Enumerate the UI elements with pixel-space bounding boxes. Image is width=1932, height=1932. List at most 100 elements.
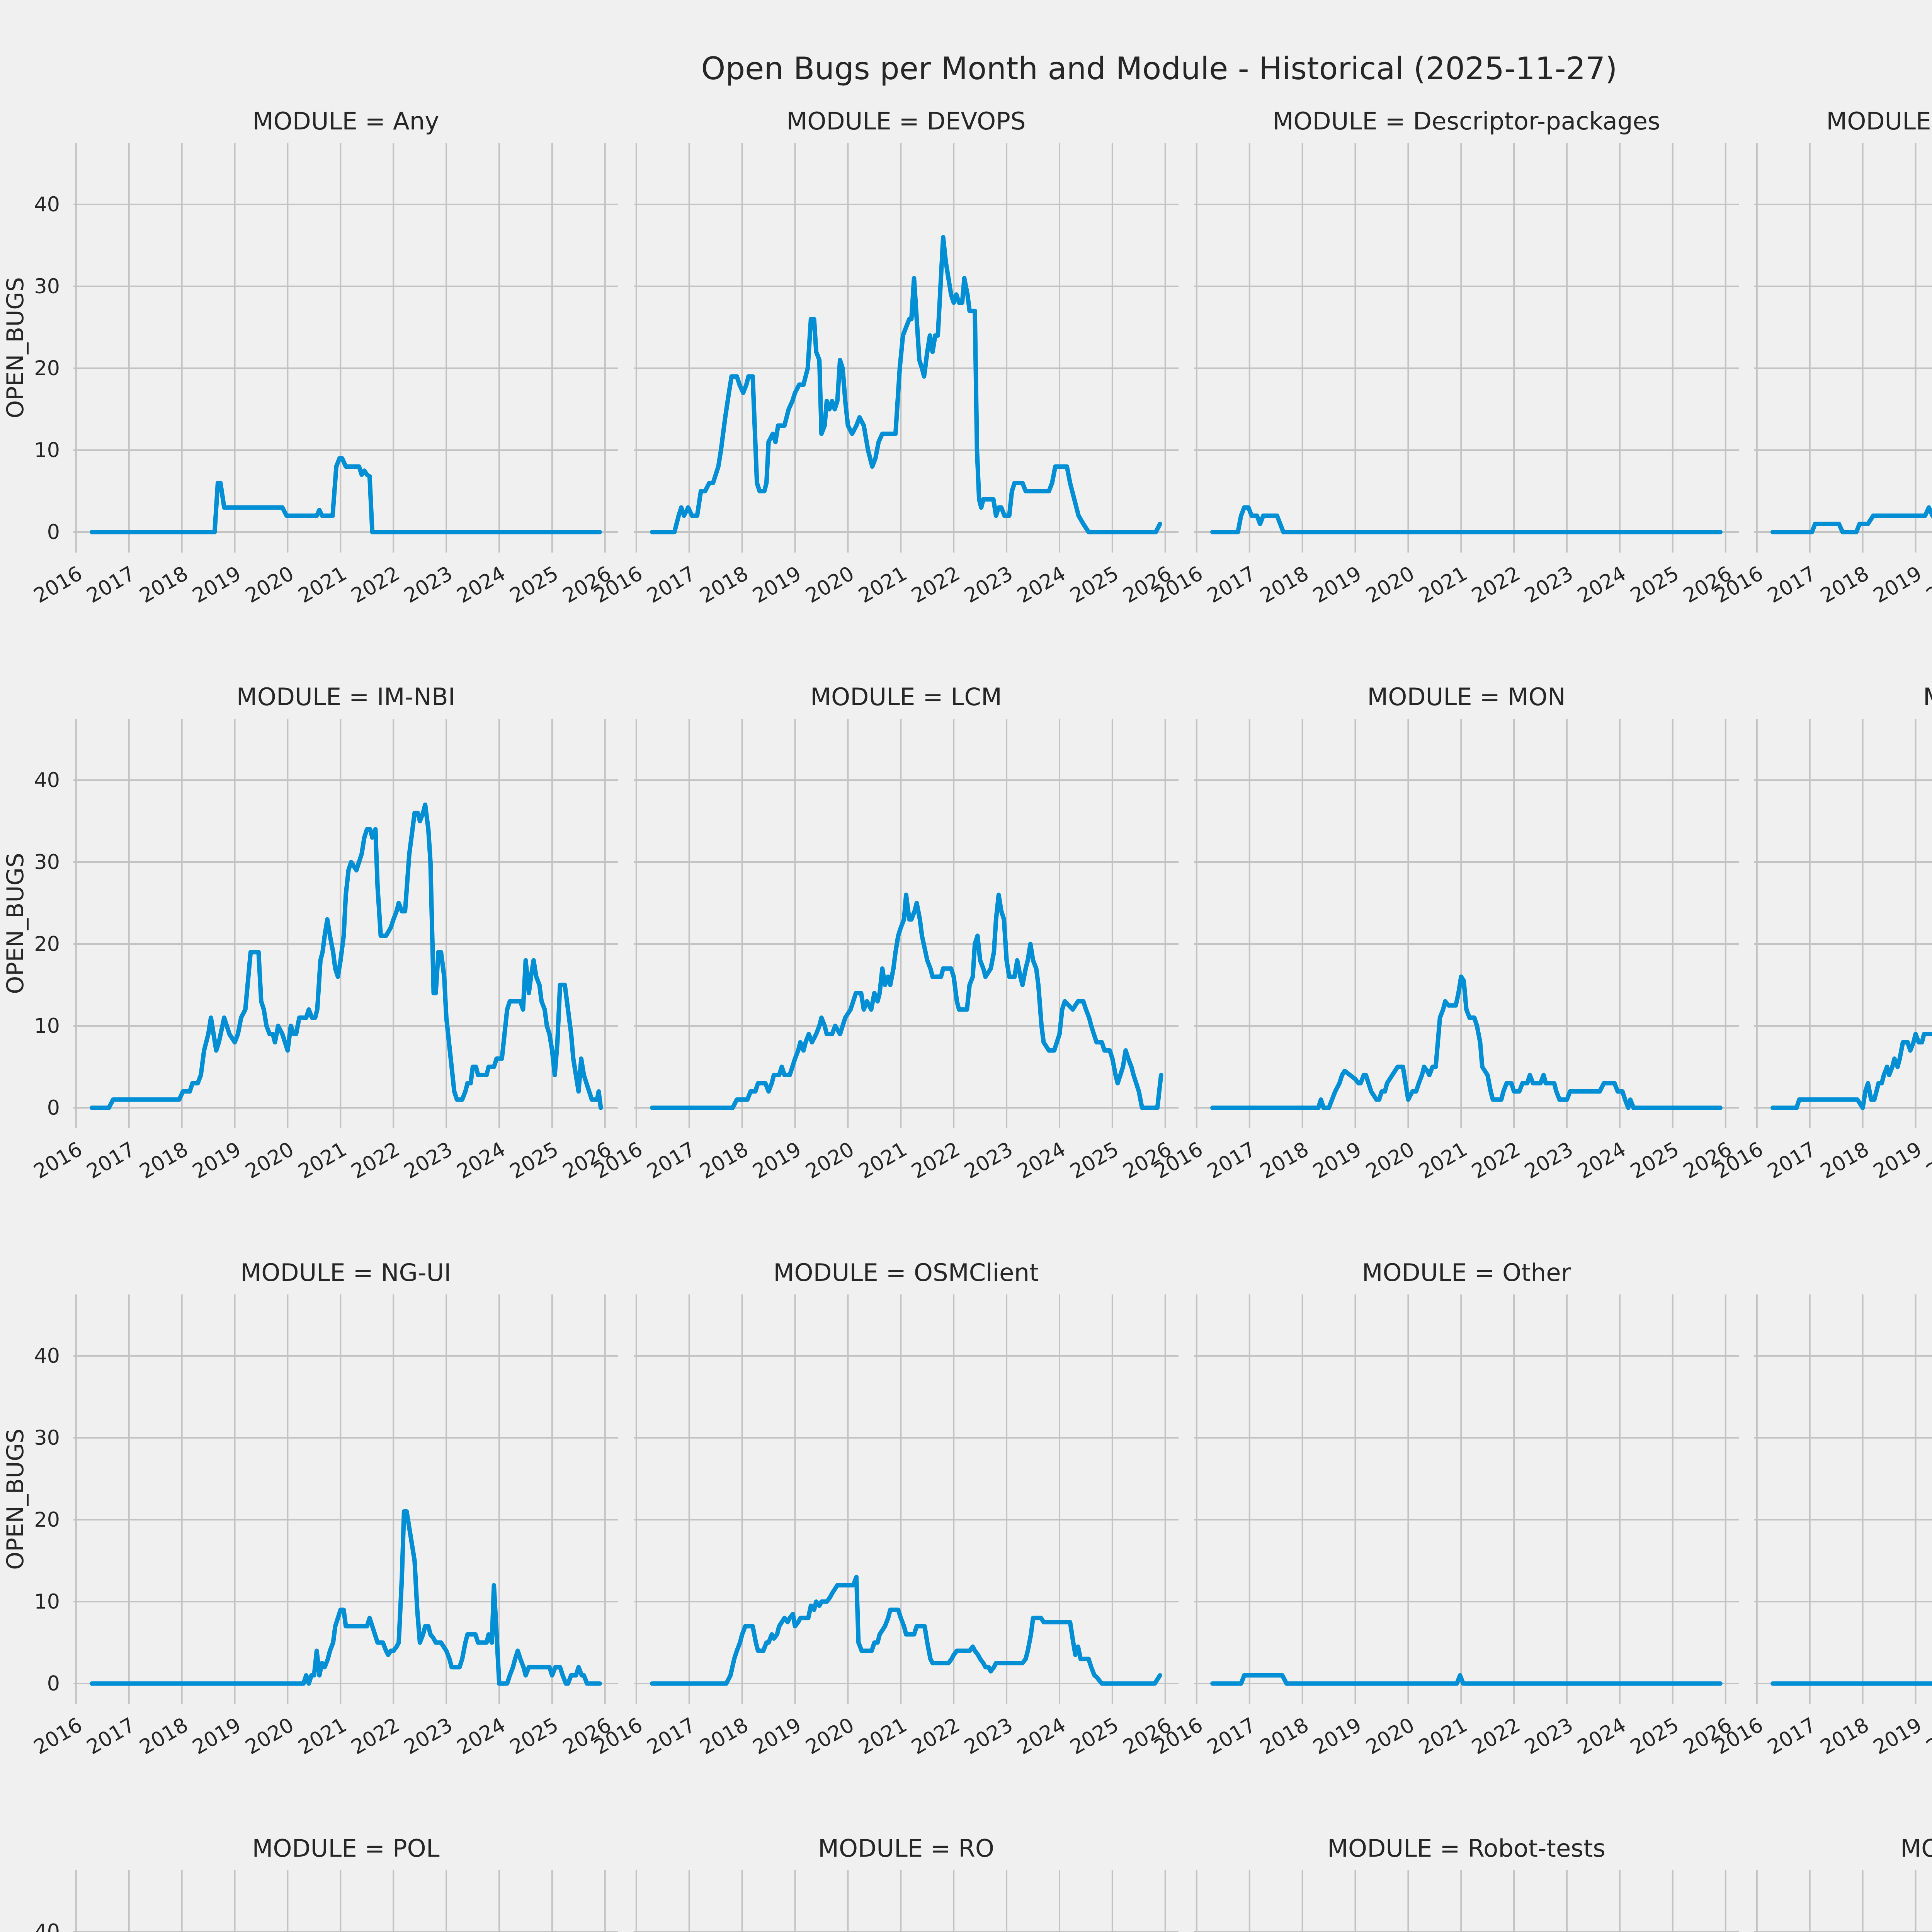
x-tick-label-2016: 2016 (30, 561, 86, 608)
x-tick-label-2020: 2020 (242, 1137, 298, 1184)
facet-other: MODULE = Other 2016 2017 2018 2019 2020 2021 20… (1150, 1259, 1739, 1812)
x-tick-label-2024: 2024 (1013, 561, 1070, 608)
y-axis-label: OPEN_BUGS (2, 853, 29, 994)
x-tick-label-2023: 2023 (960, 1713, 1017, 1759)
y-tick-label-10: 10 (34, 439, 60, 462)
facet-plot-n2vc: MODULE = N2VC201620172018201920202021202… (1711, 683, 1932, 1184)
line-series-im-nbi (90, 802, 603, 1110)
x-tick-label-2019: 2019 (189, 1137, 245, 1184)
x-tick-label-2018: 2018 (1256, 1713, 1313, 1759)
facet-robot-tests: MODULE = Robot-tests20162017201820192020… (1194, 1834, 1739, 1932)
x-tick-label-2017: 2017 (643, 1713, 699, 1759)
x-tick-label-2017: 2017 (83, 1137, 139, 1184)
facet-plot-mon: MODULE = MON2016201720182019202020212022… (1150, 683, 1739, 1184)
facet-plot-ro: MODULE = RO20162017201820192020202120222… (634, 1834, 1179, 1932)
x-tick-label-2017: 2017 (83, 561, 139, 608)
x-tick-label-2017: 2017 (643, 1137, 699, 1184)
y-tick-label-30: 30 (34, 1426, 60, 1450)
x-tick-label-2023: 2023 (960, 561, 1017, 608)
line-series-mon (1210, 975, 1723, 1110)
x-tick-label-2017: 2017 (1764, 561, 1820, 608)
x-tick-label-2018: 2018 (136, 561, 192, 608)
x-tick-label-2021: 2021 (1415, 561, 1471, 608)
x-tick-label-2018: 2018 (1256, 1137, 1313, 1184)
y-tick-label-0: 0 (47, 1672, 60, 1696)
x-tick-label-2023: 2023 (400, 1713, 456, 1759)
facet-documentation-wiki: MODULE = Documentation / Wiki20162017201… (1711, 107, 1932, 661)
x-tick-label-2020: 2020 (242, 1713, 298, 1759)
facet-title-pol: MODULE = POL (252, 1834, 439, 1862)
x-tick-label-2022: 2022 (347, 1713, 403, 1759)
line-series-osmclient (650, 1575, 1162, 1686)
facet-devops: MODULE = DEVOPS 2016 2017 2018 2019 2020 2021 2… (590, 107, 1179, 661)
facet-descriptor-packages: MODULE = Descriptor-packages 2016 2017 2018… (1150, 107, 1739, 661)
x-tick-label-2020: 2020 (1362, 1713, 1418, 1759)
facet-n2vc: MODULE = N2VC201620172018201920202021202… (1711, 683, 1932, 1236)
x-tick-label-2022: 2022 (1468, 1137, 1524, 1184)
facet-lcm: MODULE = LCM 2016 2017 2018 2019 2020 2021 2022… (590, 683, 1179, 1236)
x-tick-label-2023: 2023 (1520, 561, 1577, 608)
facet-im-nbi: MODULE = IM-NBI 2016 2017 2018 2019 2020 2021 2… (2, 683, 618, 1236)
x-tick-label-2019: 2019 (189, 561, 245, 608)
facet-title-any: MODULE = Any (253, 107, 439, 135)
x-tick-label-2022: 2022 (1468, 1713, 1524, 1759)
x-tick-label-2016: 2016 (30, 1137, 86, 1184)
facet-title-devops: MODULE = DEVOPS (786, 107, 1026, 135)
x-tick-label-2022: 2022 (1468, 561, 1524, 608)
facet-title-other: MODULE = Other (1362, 1259, 1571, 1287)
x-tick-label-2017: 2017 (1764, 1137, 1820, 1184)
x-tick-label-2025: 2025 (1066, 561, 1122, 608)
x-tick-label-2024: 2024 (453, 561, 509, 608)
y-tick-label-0: 0 (47, 1096, 60, 1120)
x-tick-label-2025: 2025 (1626, 1713, 1683, 1759)
x-tick-label-2024: 2024 (1573, 1713, 1630, 1759)
x-tick-label-2022: 2022 (347, 561, 403, 608)
y-tick-label-20: 20 (34, 932, 60, 956)
y-axis-label: OPEN_BUGS (2, 1429, 29, 1570)
x-tick-label-2025: 2025 (506, 1137, 562, 1184)
x-tick-label-2019: 2019 (749, 1137, 805, 1184)
facet-title-unknown: MODULE = Unknown (1900, 1834, 1932, 1862)
facet-title-ro: MODULE = RO (818, 1834, 994, 1862)
facet-mon: MODULE = MON 2016 2017 2018 2019 2020 2021 2022… (1150, 683, 1739, 1236)
x-tick-label-2018: 2018 (136, 1713, 192, 1759)
x-tick-label-2021: 2021 (294, 1713, 351, 1759)
y-axis-label: OPEN_BUGS (2, 277, 29, 418)
x-tick-label-2021: 2021 (855, 1713, 911, 1759)
x-tick-label-2021: 2021 (294, 1137, 351, 1184)
x-tick-label-2023: 2023 (400, 1137, 456, 1184)
x-tick-label-2025: 2025 (1626, 1137, 1683, 1184)
facet-title-robot-tests: MODULE = Robot-tests (1327, 1834, 1605, 1862)
x-tick-label-2019: 2019 (749, 1713, 805, 1759)
x-tick-label-2017: 2017 (1203, 1137, 1260, 1184)
facet-plot-pla: MODULE = PLA2016201720182019202020212022… (1711, 1294, 1932, 1759)
x-tick-label-2017: 2017 (1764, 1713, 1820, 1759)
x-tick-label-2018: 2018 (136, 1137, 192, 1184)
facet-title-n2vc: MODULE = N2VC (1923, 683, 1932, 711)
x-tick-label-2019: 2019 (749, 561, 805, 608)
y-tick-label-30: 30 (34, 850, 60, 874)
facet-osmclient: MODULE = OSMClient 2016 2017 2018 2019 2020 20… (590, 1259, 1179, 1812)
facet-plot-pol: MODULE = POL2016201720182019202020212022… (34, 1834, 618, 1932)
x-tick-label-2023: 2023 (400, 561, 456, 608)
x-tick-label-2017: 2017 (1203, 1713, 1260, 1759)
x-tick-label-2025: 2025 (506, 1713, 562, 1759)
y-tick-label-40: 40 (34, 1920, 60, 1932)
facet-title-documentation-wiki: MODULE = Documentation / Wiki (1826, 107, 1932, 135)
y-tick-label-20: 20 (34, 1508, 60, 1532)
x-tick-label-2019: 2019 (189, 1713, 245, 1759)
facet-plot-devops: MODULE = DEVOPS2016201720182019202020212… (590, 107, 1179, 608)
x-tick-label-2018: 2018 (696, 561, 752, 608)
x-tick-label-2024: 2024 (1573, 561, 1630, 608)
facet-any: MODULE = Any 2016 2017 2018 2019 2020 2021 2022… (2, 107, 618, 661)
x-tick-label-2020: 2020 (1362, 1137, 1418, 1184)
x-tick-label-2025: 2025 (506, 561, 562, 608)
x-tick-label-2017: 2017 (643, 561, 699, 608)
x-tick-label-2024: 2024 (1013, 1713, 1070, 1759)
facet-pla: MODULE = PLA2016201720182019202020212022… (1711, 1264, 1932, 1812)
x-tick-label-2021: 2021 (1415, 1713, 1471, 1759)
facet-title-descriptor-packages: MODULE = Descriptor-packages (1272, 107, 1660, 135)
x-tick-label-2022: 2022 (347, 1137, 403, 1184)
line-series-other (1210, 1673, 1723, 1686)
figure-title: Open Bugs per Month and Module - Histori… (701, 50, 1617, 87)
